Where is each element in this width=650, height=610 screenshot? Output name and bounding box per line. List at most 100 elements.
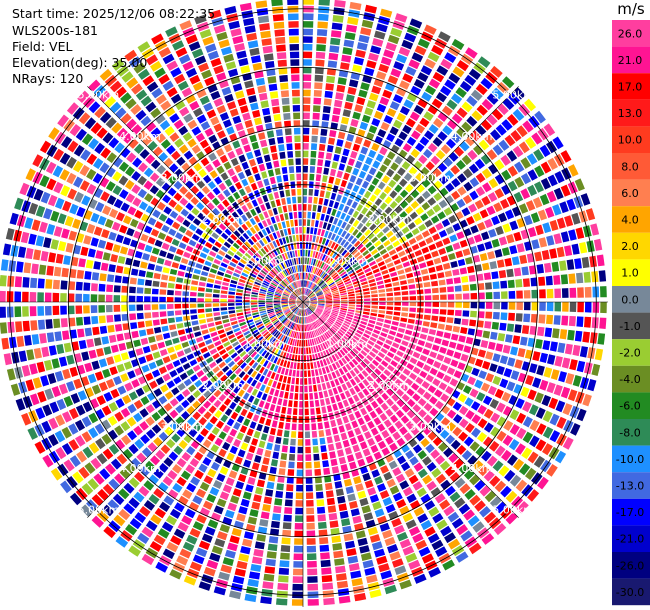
velocity-gate: [120, 373, 129, 383]
velocity-gate: [308, 331, 311, 339]
velocity-gate: [339, 311, 346, 316]
velocity-gate: [290, 219, 294, 227]
velocity-gate: [367, 232, 375, 240]
velocity-gate: [310, 274, 314, 281]
velocity-gate: [286, 251, 291, 259]
velocity-gate: [298, 309, 301, 316]
velocity-gate: [197, 308, 205, 313]
velocity-gate: [75, 128, 87, 141]
velocity-gate: [288, 453, 295, 461]
velocity-gate: [281, 253, 286, 261]
velocity-gate: [332, 309, 339, 313]
velocity-gate: [197, 395, 206, 404]
velocity-gate: [239, 2, 252, 12]
velocity-gate: [112, 185, 123, 196]
velocity-gate: [65, 242, 74, 253]
velocity-gate: [118, 488, 130, 500]
velocity-gate: [25, 168, 36, 181]
velocity-gate: [339, 290, 347, 294]
velocity-gate: [254, 117, 263, 126]
velocity-gate: [306, 507, 315, 515]
velocity-gate: [52, 305, 60, 316]
velocity-gate: [74, 191, 84, 203]
velocity-gate: [330, 30, 342, 38]
velocity-gate: [311, 283, 316, 290]
velocity-gate: [429, 396, 438, 405]
velocity-gate: [35, 235, 45, 247]
velocity-gate: [53, 148, 64, 161]
velocity-gate: [20, 231, 30, 244]
velocity-gate: [296, 308, 300, 315]
velocity-gate: [362, 314, 369, 319]
velocity-gate: [306, 545, 317, 553]
velocity-gate: [144, 244, 153, 253]
velocity-gate: [321, 284, 328, 290]
velocity-gate: [220, 374, 228, 382]
velocity-gate: [294, 538, 303, 545]
velocity-gate: [128, 295, 136, 302]
velocity-gate: [519, 463, 531, 476]
velocity-gate: [120, 352, 129, 361]
velocity-gate: [275, 290, 282, 294]
velocity-gate: [255, 206, 262, 214]
velocity-gate: [303, 296, 307, 302]
velocity-gate: [178, 242, 187, 250]
velocity-gate: [169, 569, 182, 580]
velocity-gate: [333, 302, 340, 304]
velocity-gate: [475, 446, 486, 457]
velocity-gate: [266, 218, 272, 226]
velocity-gate: [370, 444, 379, 454]
velocity-gate: [258, 400, 265, 408]
velocity-gate: [274, 307, 281, 310]
velocity-gate: [206, 202, 215, 211]
velocity-gate: [291, 323, 295, 330]
velocity-gate: [58, 356, 68, 367]
velocity-gate: [284, 499, 293, 507]
velocity-gate: [220, 307, 228, 311]
velocity-gate: [394, 138, 404, 147]
velocity-gate: [181, 452, 191, 462]
velocity-gate: [210, 57, 222, 68]
velocity-gate: [253, 343, 260, 350]
velocity-gate: [352, 219, 360, 228]
velocity-gate: [317, 514, 326, 522]
velocity-gate: [90, 237, 99, 247]
velocity-gate: [553, 275, 561, 285]
velocity-gate: [439, 187, 449, 197]
velocity-gate: [235, 306, 243, 309]
velocity-gate: [186, 168, 196, 178]
velocity-gate: [288, 166, 295, 174]
velocity-gate: [364, 267, 372, 274]
velocity-gate: [300, 296, 303, 302]
velocity-gate: [474, 379, 483, 389]
velocity-gate: [349, 461, 357, 470]
velocity-gate: [273, 223, 279, 231]
velocity-gate: [308, 347, 312, 354]
velocity-gate: [262, 267, 269, 274]
velocity-gate: [249, 509, 259, 518]
velocity-gate: [308, 196, 313, 204]
velocity-gate: [160, 384, 169, 393]
velocity-gate: [379, 191, 387, 200]
velocity-gate: [422, 364, 431, 372]
velocity-gate: [307, 316, 311, 323]
velocity-gate: [232, 35, 244, 45]
velocity-gate: [98, 305, 105, 313]
velocity-gate: [564, 245, 573, 257]
velocity-gate: [22, 306, 29, 317]
velocity-gate: [199, 252, 208, 259]
velocity-gate: [304, 317, 307, 324]
velocity-gate: [251, 438, 259, 446]
velocity-gate: [272, 280, 278, 286]
velocity-gate: [297, 299, 303, 302]
velocity-gate: [332, 336, 338, 342]
velocity-gate: [138, 356, 147, 365]
velocity-gate: [416, 184, 425, 193]
velocity-gate: [326, 75, 336, 84]
velocity-gate: [402, 143, 412, 153]
velocity-gate: [216, 370, 224, 378]
velocity-gate: [109, 101, 122, 114]
velocity-gate: [495, 225, 504, 236]
velocity-gate: [345, 165, 353, 174]
velocity-gate: [303, 165, 308, 173]
